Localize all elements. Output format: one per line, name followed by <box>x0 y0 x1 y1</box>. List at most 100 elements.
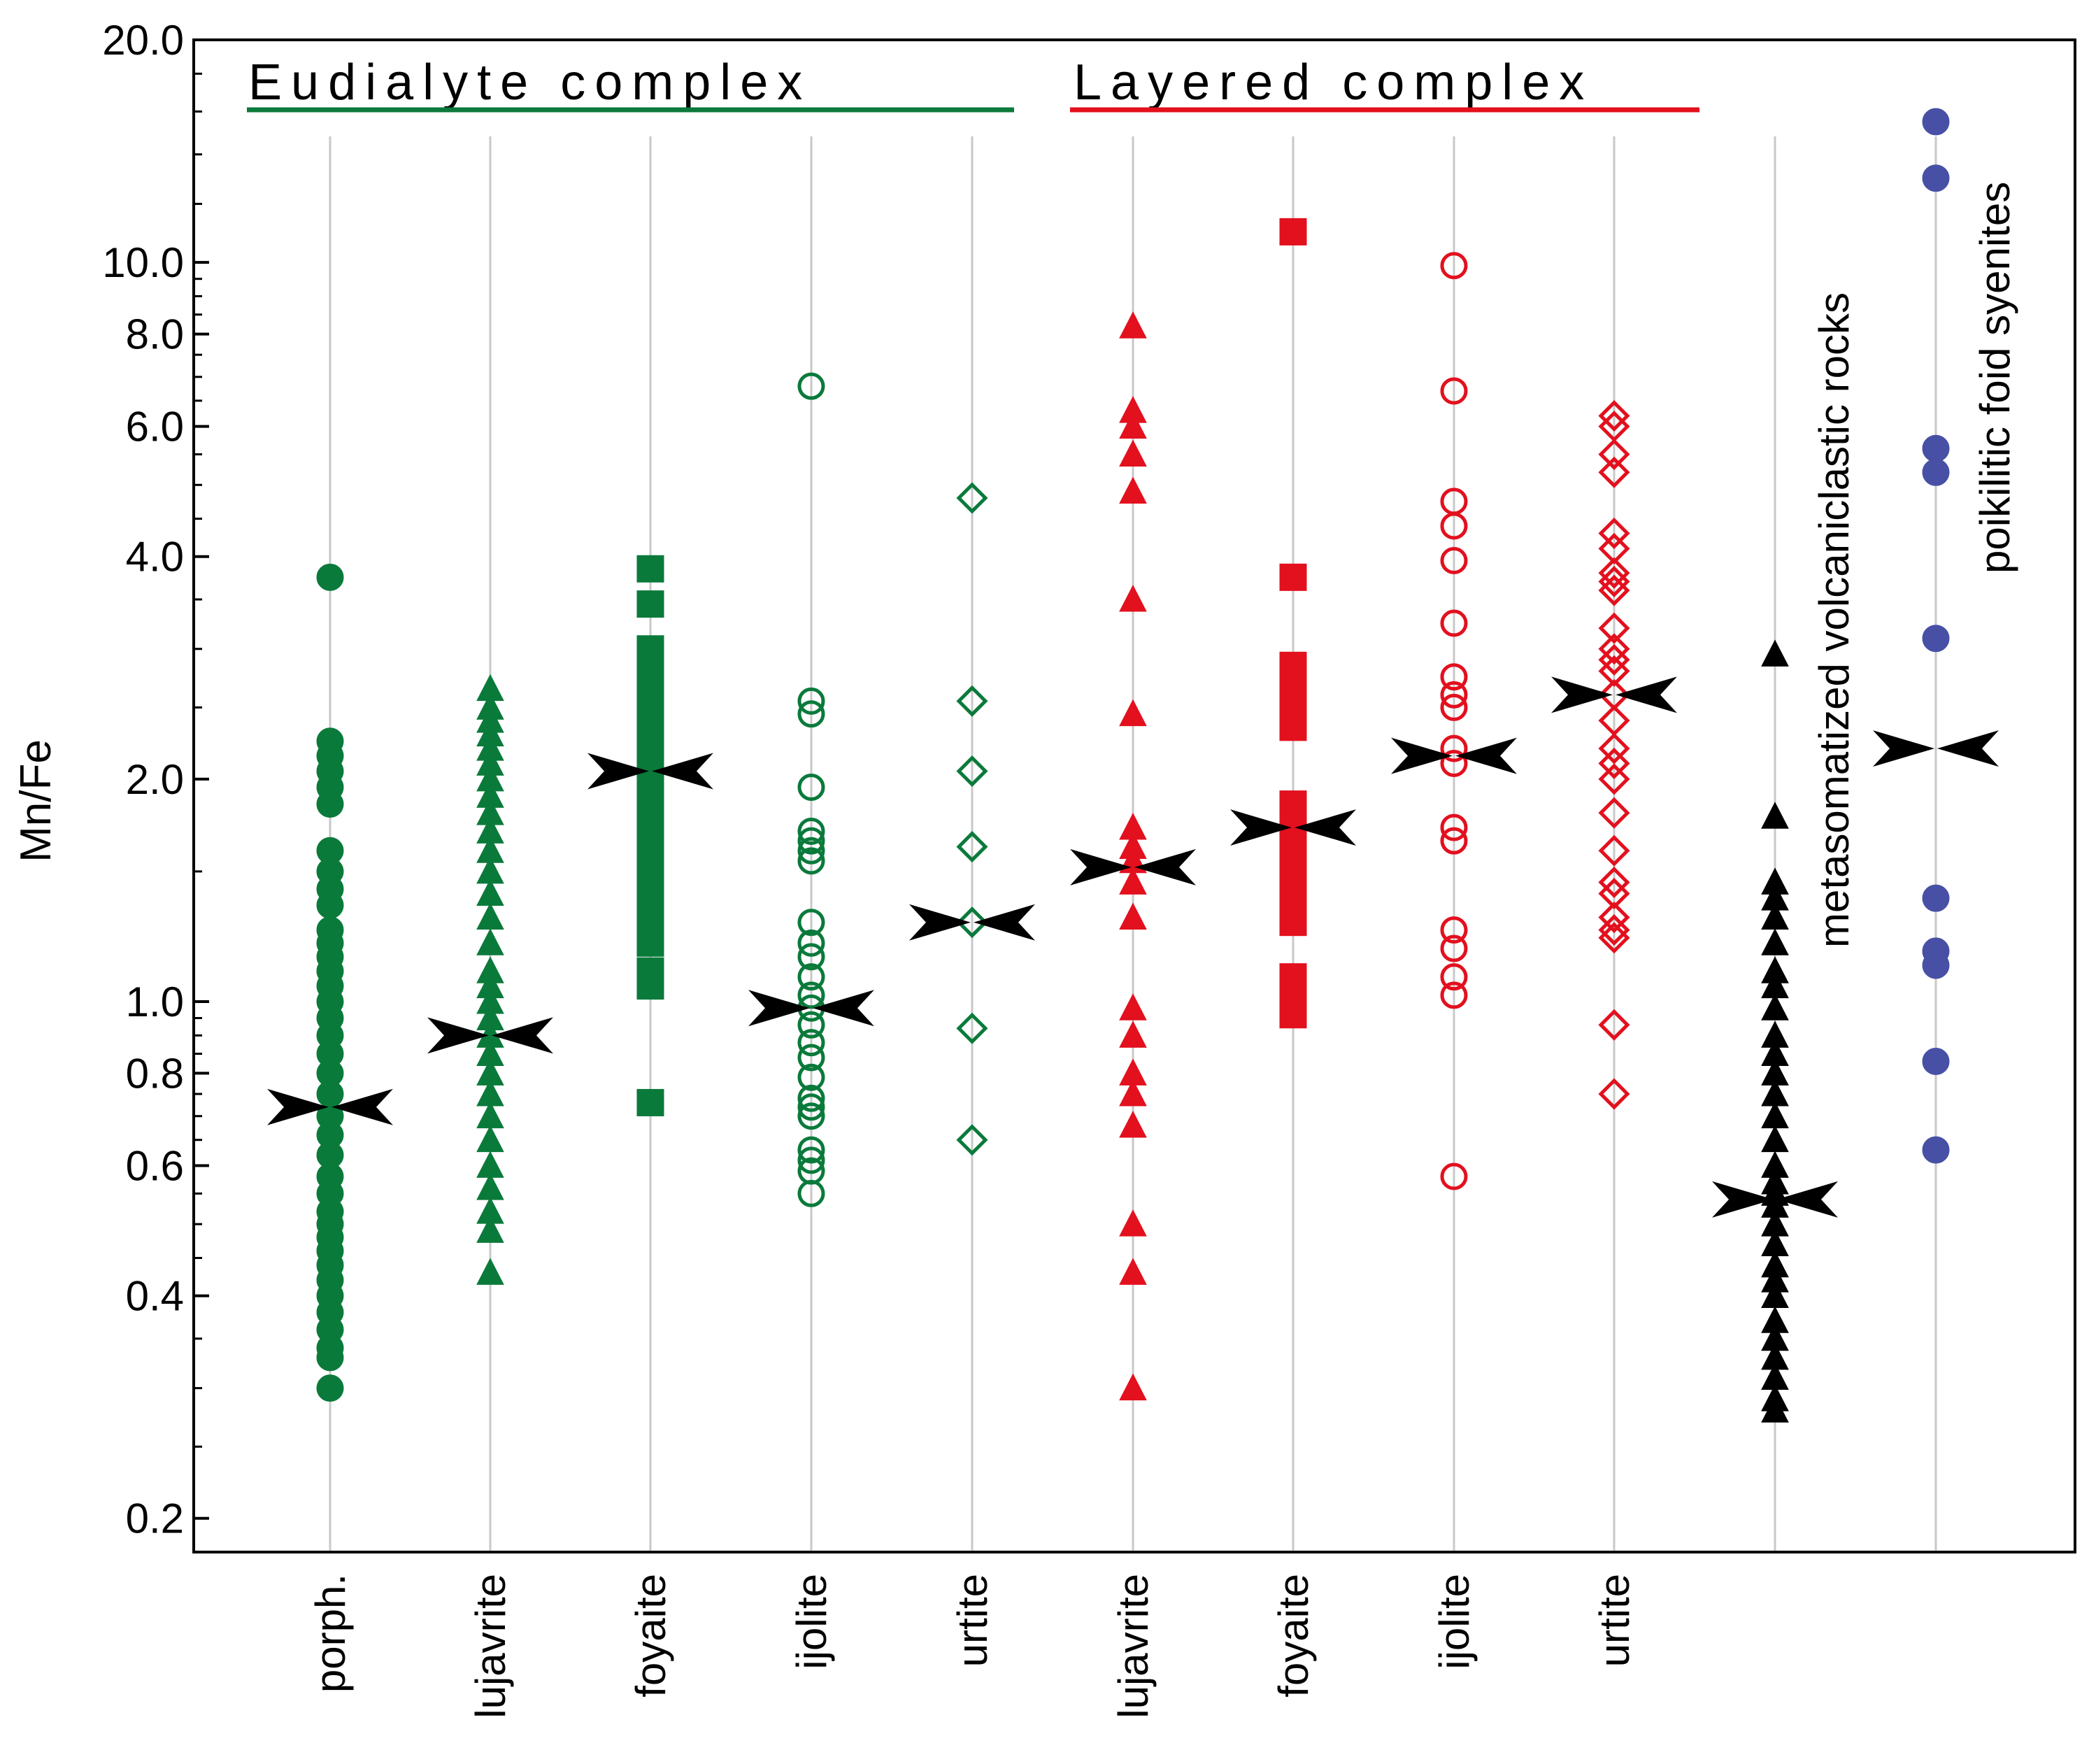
data-point <box>1598 902 1630 934</box>
data-point <box>1279 1001 1307 1029</box>
data-point <box>797 1044 825 1072</box>
data-point <box>1119 699 1147 727</box>
data-point <box>1440 663 1468 691</box>
data-point <box>1761 1395 1789 1423</box>
median-arrow-left <box>1230 809 1292 846</box>
data-point <box>1119 311 1147 339</box>
data-point <box>1922 434 1950 462</box>
data-point <box>1598 834 1630 867</box>
median-arrow-right <box>1616 676 1677 713</box>
data-point <box>797 847 825 875</box>
data-point <box>1598 1009 1630 1041</box>
median-arrow-left <box>1873 730 1934 767</box>
data-point <box>1279 563 1307 591</box>
data-point <box>1440 734 1468 762</box>
y-tick-label: 0.4 <box>126 1273 184 1320</box>
median-arrow-right <box>652 753 713 790</box>
data-point <box>797 1136 825 1164</box>
median-arrow-right <box>1295 809 1356 846</box>
data-point <box>636 590 664 618</box>
median-arrow-left <box>587 753 649 790</box>
data-point <box>797 372 825 400</box>
data-point <box>797 827 825 855</box>
category-label: ijolite <box>788 1574 835 1670</box>
data-point <box>1119 1373 1147 1401</box>
data-point <box>1598 565 1630 598</box>
series-title-vertical: poikilitic foid syenites <box>1972 182 2018 574</box>
data-point <box>476 902 504 930</box>
data-point <box>1440 916 1468 944</box>
data-point <box>1440 681 1468 709</box>
median-arrow-left <box>1070 848 1132 885</box>
data-point <box>636 880 664 908</box>
group-titles: Eudialyte complex Layered complex <box>247 55 1699 113</box>
median-arrow-right <box>1455 737 1517 774</box>
data-point <box>1119 1209 1147 1237</box>
data-point <box>1761 1125 1789 1153</box>
data-point <box>1922 164 1950 192</box>
data-point <box>1922 458 1950 486</box>
data-point <box>797 929 825 957</box>
median-arrow-right <box>813 990 874 1027</box>
category-label: urtite <box>949 1574 996 1667</box>
data-point <box>1598 763 1630 795</box>
data-point <box>1922 625 1950 653</box>
data-point <box>476 1216 504 1243</box>
y-tick-label: 0.2 <box>126 1495 184 1542</box>
data-point <box>797 1063 825 1091</box>
median-arrow-left <box>1391 737 1453 774</box>
y-tick-label: 8.0 <box>126 311 184 358</box>
data-point <box>956 685 988 717</box>
data-point <box>636 1088 664 1116</box>
data-point <box>1598 922 1630 954</box>
series-title-vertical: metasomatized volcaniclastic rocks <box>1811 292 1858 948</box>
data-point <box>1598 732 1630 764</box>
median-arrow-left <box>1551 676 1613 713</box>
data-point <box>1598 439 1630 471</box>
data-point <box>316 563 344 591</box>
data-point <box>316 1344 344 1372</box>
group-title: Eudialyte complex <box>248 55 811 111</box>
data-point <box>1440 827 1468 855</box>
data-point <box>1279 218 1307 246</box>
data-point <box>956 755 988 788</box>
data-point <box>1440 252 1468 280</box>
data-point <box>1598 574 1630 606</box>
data-point <box>1598 456 1630 488</box>
data-point <box>316 790 344 818</box>
data-point <box>636 929 664 957</box>
data-point <box>476 928 504 955</box>
data-point <box>797 1011 825 1039</box>
y-axis-title: Mn/Fe <box>12 739 60 862</box>
data-point <box>1598 914 1630 946</box>
data-point <box>1761 928 1789 955</box>
data-point <box>1279 713 1307 741</box>
data-point <box>1598 643 1630 676</box>
data-point <box>1440 693 1468 721</box>
data-point <box>1761 993 1789 1020</box>
data-point <box>1119 902 1147 930</box>
data-point <box>476 1125 504 1153</box>
data-point <box>1598 797 1630 829</box>
median-arrow-left <box>267 1088 329 1125</box>
data-point <box>1119 1110 1147 1138</box>
data-point <box>956 1012 988 1044</box>
data-point <box>797 1102 825 1130</box>
category-label: foyaite <box>627 1574 674 1698</box>
data-point <box>1119 411 1147 439</box>
data-point <box>1440 749 1468 777</box>
data-point <box>316 1374 344 1402</box>
data-point <box>797 1179 825 1207</box>
data-point <box>1761 639 1789 667</box>
data-point <box>316 891 344 919</box>
data-point <box>1922 108 1950 136</box>
data-point <box>797 837 825 865</box>
data-point <box>1598 633 1630 665</box>
data-point <box>1119 584 1147 612</box>
data-point <box>1598 866 1630 898</box>
median-arrow-right <box>1134 848 1196 885</box>
category-label: urtite <box>1591 1574 1638 1667</box>
data-point <box>797 1029 825 1057</box>
median-arrow-left <box>1712 1181 1774 1218</box>
data-point <box>956 1124 988 1156</box>
